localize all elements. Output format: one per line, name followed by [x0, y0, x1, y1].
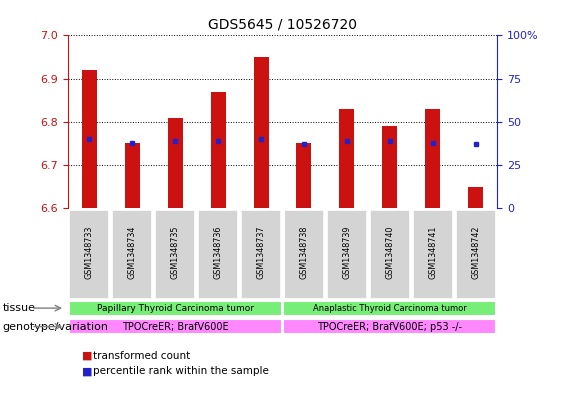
FancyBboxPatch shape	[284, 319, 496, 334]
FancyBboxPatch shape	[412, 210, 453, 299]
FancyBboxPatch shape	[69, 301, 281, 316]
Text: genotype/variation: genotype/variation	[3, 321, 109, 332]
FancyBboxPatch shape	[284, 210, 324, 299]
Text: GSM1348741: GSM1348741	[428, 226, 437, 279]
Bar	[468, 187, 483, 208]
Text: GSM1348735: GSM1348735	[171, 226, 180, 279]
Text: GSM1348740: GSM1348740	[385, 226, 394, 279]
FancyBboxPatch shape	[284, 301, 496, 316]
Text: ■: ■	[82, 351, 93, 361]
Bar	[82, 70, 97, 208]
Text: GSM1348739: GSM1348739	[342, 226, 351, 279]
FancyBboxPatch shape	[112, 210, 153, 299]
Text: ■: ■	[82, 366, 93, 376]
Bar	[297, 143, 311, 208]
Bar	[168, 118, 182, 208]
Text: tissue: tissue	[3, 303, 36, 313]
Text: GSM1348742: GSM1348742	[471, 226, 480, 279]
FancyBboxPatch shape	[69, 210, 110, 299]
Text: TPOCreER; BrafV600E; p53 -/-: TPOCreER; BrafV600E; p53 -/-	[318, 321, 462, 332]
FancyBboxPatch shape	[455, 210, 496, 299]
Bar	[254, 57, 268, 208]
FancyBboxPatch shape	[327, 210, 367, 299]
Bar	[425, 109, 440, 208]
Text: GSM1348736: GSM1348736	[214, 226, 223, 279]
Bar	[211, 92, 225, 208]
Text: GSM1348733: GSM1348733	[85, 226, 94, 279]
Bar	[125, 143, 140, 208]
Bar	[383, 126, 397, 208]
Text: Anaplastic Thyroid Carcinoma tumor: Anaplastic Thyroid Carcinoma tumor	[313, 304, 467, 312]
Text: transformed count: transformed count	[93, 351, 190, 361]
FancyBboxPatch shape	[155, 210, 195, 299]
FancyBboxPatch shape	[69, 319, 281, 334]
Bar	[340, 109, 354, 208]
Text: GSM1348734: GSM1348734	[128, 226, 137, 279]
Text: GSM1348738: GSM1348738	[299, 226, 308, 279]
Text: GSM1348737: GSM1348737	[257, 226, 266, 279]
Text: TPOCreER; BrafV600E: TPOCreER; BrafV600E	[122, 321, 228, 332]
Text: percentile rank within the sample: percentile rank within the sample	[93, 366, 269, 376]
FancyBboxPatch shape	[198, 210, 238, 299]
FancyBboxPatch shape	[241, 210, 281, 299]
Text: GDS5645 / 10526720: GDS5645 / 10526720	[208, 18, 357, 32]
Text: Papillary Thyroid Carcinoma tumor: Papillary Thyroid Carcinoma tumor	[97, 304, 254, 312]
FancyBboxPatch shape	[370, 210, 410, 299]
